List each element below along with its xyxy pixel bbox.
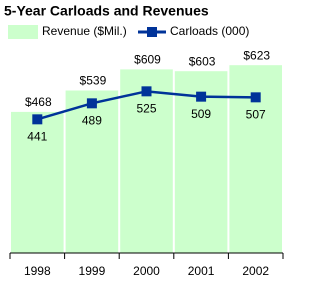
bar-value-label: $468 bbox=[25, 95, 52, 109]
line-marker bbox=[141, 86, 152, 97]
line-marker bbox=[32, 114, 43, 125]
x-tick-label: 2000 bbox=[133, 264, 160, 278]
line-marker bbox=[250, 92, 261, 103]
bar bbox=[65, 90, 119, 253]
x-tick-label: 2001 bbox=[188, 264, 215, 278]
line-value-label: 489 bbox=[82, 114, 102, 128]
line-value-label: 507 bbox=[246, 108, 266, 122]
x-tick-label: 2002 bbox=[242, 264, 269, 278]
bar-value-label: $539 bbox=[80, 74, 107, 88]
legend-label: Carloads (000) bbox=[170, 24, 249, 38]
legend-swatch bbox=[8, 25, 38, 39]
line-value-label: 525 bbox=[136, 102, 156, 116]
line-marker bbox=[196, 91, 207, 102]
line-marker bbox=[86, 98, 97, 109]
bar-value-label: $623 bbox=[243, 48, 270, 62]
legend-marker bbox=[147, 27, 157, 37]
bar-value-label: $603 bbox=[189, 54, 216, 68]
bar bbox=[120, 69, 173, 253]
line-value-label: 509 bbox=[191, 107, 211, 121]
line-value-label: 441 bbox=[27, 130, 47, 144]
chart-title: 5-Year Carloads and Revenues bbox=[4, 3, 209, 19]
legend-label: Revenue ($Mil.) bbox=[42, 24, 127, 38]
bar-value-label: $609 bbox=[134, 53, 161, 67]
chart: 5-Year Carloads and Revenues Revenue ($M… bbox=[4, 3, 284, 278]
x-tick-label: 1998 bbox=[24, 264, 51, 278]
bar bbox=[11, 111, 64, 253]
x-tick-label: 1999 bbox=[79, 264, 106, 278]
